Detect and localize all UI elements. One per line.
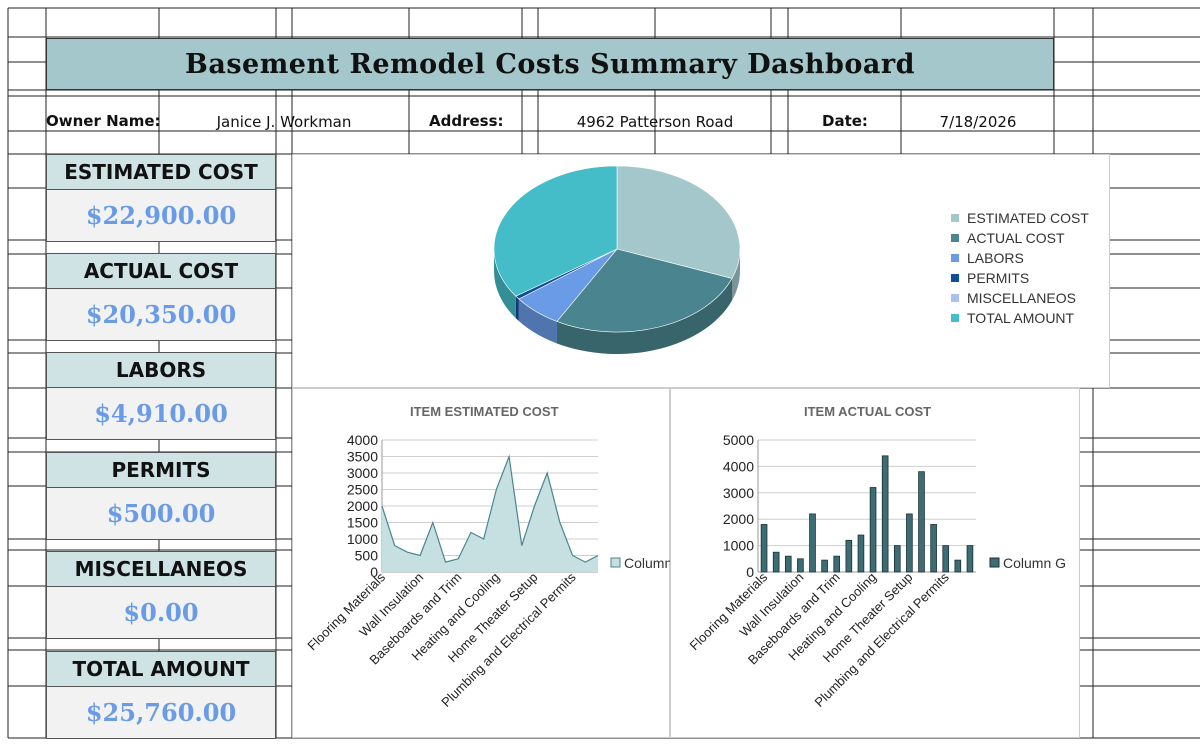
bar-chart-bar[interactable] bbox=[918, 471, 925, 573]
bar-chart-bar[interactable] bbox=[881, 455, 889, 573]
bar-chart-y-tick-label: 1000 bbox=[723, 538, 754, 554]
area-chart[interactable]: 05001000150020002500300035004000Flooring… bbox=[292, 388, 670, 738]
bar-chart-y-tick-label: 3000 bbox=[723, 485, 754, 501]
pie-side-labors bbox=[518, 298, 557, 344]
actual-cost-card-value[interactable]: $20,350.00 bbox=[46, 289, 276, 341]
address-value[interactable]: 4962 Patterson Road bbox=[576, 113, 734, 131]
bar-chart-bar[interactable] bbox=[893, 545, 901, 573]
bar-chart-bar[interactable] bbox=[772, 551, 780, 573]
pie-legend-swatch-estimated-cost bbox=[951, 214, 959, 222]
pie-chart[interactable]: ESTIMATED COST ACTUAL COST LABORS PERMITS MI… bbox=[292, 154, 1110, 388]
date-label: Date: bbox=[822, 112, 868, 130]
area-chart-y-tick-label: 3000 bbox=[347, 465, 378, 481]
labors-card-value[interactable]: $4,910.00 bbox=[46, 388, 276, 440]
bar-chart-y-tick-label: 5000 bbox=[723, 432, 754, 448]
area-chart-line[interactable] bbox=[381, 454, 599, 563]
pie-legend-label-miscellaneos: MISCELLANEOS bbox=[967, 290, 1076, 306]
page-title: Basement Remodel Costs Summary Dashboard bbox=[185, 48, 915, 80]
pie-legend-swatch-miscellaneos bbox=[951, 294, 959, 302]
bar-chart-bar[interactable] bbox=[966, 545, 974, 573]
total-amount-card-label: TOTAL AMOUNT bbox=[46, 651, 276, 687]
pie-side-permits bbox=[515, 296, 519, 321]
area-chart-y-tick-label: 4000 bbox=[347, 432, 378, 448]
bar-chart-bar[interactable] bbox=[942, 545, 950, 573]
pie-legend-swatch-permits bbox=[951, 274, 959, 282]
area-chart-y-tick-label: 1500 bbox=[347, 515, 378, 531]
bar-chart-bar[interactable] bbox=[797, 558, 804, 573]
area-chart-legend-swatch bbox=[610, 557, 621, 568]
date-value[interactable]: 7/18/2026 bbox=[939, 113, 1017, 131]
area-chart-legend-label: Column F bbox=[624, 555, 670, 571]
bar-chart-bar[interactable] bbox=[809, 513, 816, 573]
bar-chart-legend-label: Column G bbox=[1003, 555, 1066, 571]
labors-card-label: LABORS bbox=[46, 352, 276, 388]
pie-slice-total-amount[interactable] bbox=[493, 165, 618, 297]
permits-card-value[interactable]: $500.00 bbox=[46, 488, 276, 540]
pie-legend-label-labors: LABORS bbox=[967, 250, 1024, 266]
total-amount-card-value[interactable]: $25,760.00 bbox=[46, 687, 276, 739]
area-chart-y-tick-label: 2000 bbox=[347, 498, 378, 514]
pie-legend-label-total-amount: TOTAL AMOUNT bbox=[967, 310, 1075, 326]
owner-name-value[interactable]: Janice J. Workman bbox=[216, 113, 352, 131]
pie-legend-swatch-labors bbox=[951, 254, 959, 262]
bar-chart-legend-swatch bbox=[989, 557, 1000, 568]
pie-slice-estimated-cost[interactable] bbox=[616, 165, 741, 279]
bar-chart-title: ITEM ACTUAL COST bbox=[804, 404, 932, 419]
area-chart-y-tick-label: 500 bbox=[355, 548, 379, 564]
area-chart-y-tick-label: 1000 bbox=[347, 531, 378, 547]
owner-name-label: Owner Name: bbox=[46, 112, 161, 130]
bar-chart-bar[interactable] bbox=[930, 524, 937, 573]
permits-card-label: PERMITS bbox=[46, 452, 276, 488]
actual-cost-card-label: ACTUAL COST bbox=[46, 253, 276, 289]
pie-side-actual-cost bbox=[556, 278, 733, 354]
area-chart-y-tick-label: 2500 bbox=[347, 482, 378, 498]
dashboard-banner: Basement Remodel Costs Summary Dashboard bbox=[46, 38, 1054, 90]
address-label: Address: bbox=[429, 112, 504, 130]
bar-chart-y-tick-label: 0 bbox=[746, 564, 754, 580]
bar-chart-y-tick-label: 4000 bbox=[723, 458, 754, 474]
estimated-cost-card-value[interactable]: $22,900.00 bbox=[46, 190, 276, 242]
bar-chart-bar[interactable] bbox=[869, 487, 877, 573]
pie-legend-label-permits: PERMITS bbox=[967, 270, 1029, 286]
bar-chart-bar[interactable] bbox=[784, 555, 792, 573]
pie-side-estimated-cost bbox=[732, 249, 740, 301]
bar-chart-bar[interactable] bbox=[833, 555, 841, 573]
bar-chart-bar[interactable] bbox=[821, 559, 828, 573]
pie-legend-label-estimated-cost: ESTIMATED COST bbox=[967, 210, 1089, 226]
area-chart-title: ITEM ESTIMATED COST bbox=[410, 404, 559, 419]
miscellaneos-card-label: MISCELLANEOS bbox=[46, 551, 276, 587]
pie-slice-actual-cost[interactable] bbox=[556, 248, 733, 333]
bar-chart-bar[interactable] bbox=[845, 539, 853, 573]
pie-legend-swatch-actual-cost bbox=[951, 234, 959, 242]
bar-chart-bar[interactable] bbox=[857, 534, 865, 573]
bar-chart-y-tick-label: 2000 bbox=[723, 511, 754, 527]
bar-chart-bar[interactable] bbox=[954, 559, 962, 573]
estimated-cost-card-label: ESTIMATED COST bbox=[46, 154, 276, 190]
pie-legend-label-actual-cost: ACTUAL COST bbox=[967, 230, 1065, 246]
bar-chart-bar[interactable] bbox=[906, 513, 913, 573]
area-chart-y-tick-label: 3500 bbox=[347, 449, 378, 465]
pie-legend-swatch-total-amount bbox=[951, 314, 959, 322]
area-chart-y-tick-label: 0 bbox=[370, 564, 378, 580]
bar-chart-bar[interactable] bbox=[760, 524, 768, 573]
miscellaneos-card-value[interactable]: $0.00 bbox=[46, 587, 276, 639]
